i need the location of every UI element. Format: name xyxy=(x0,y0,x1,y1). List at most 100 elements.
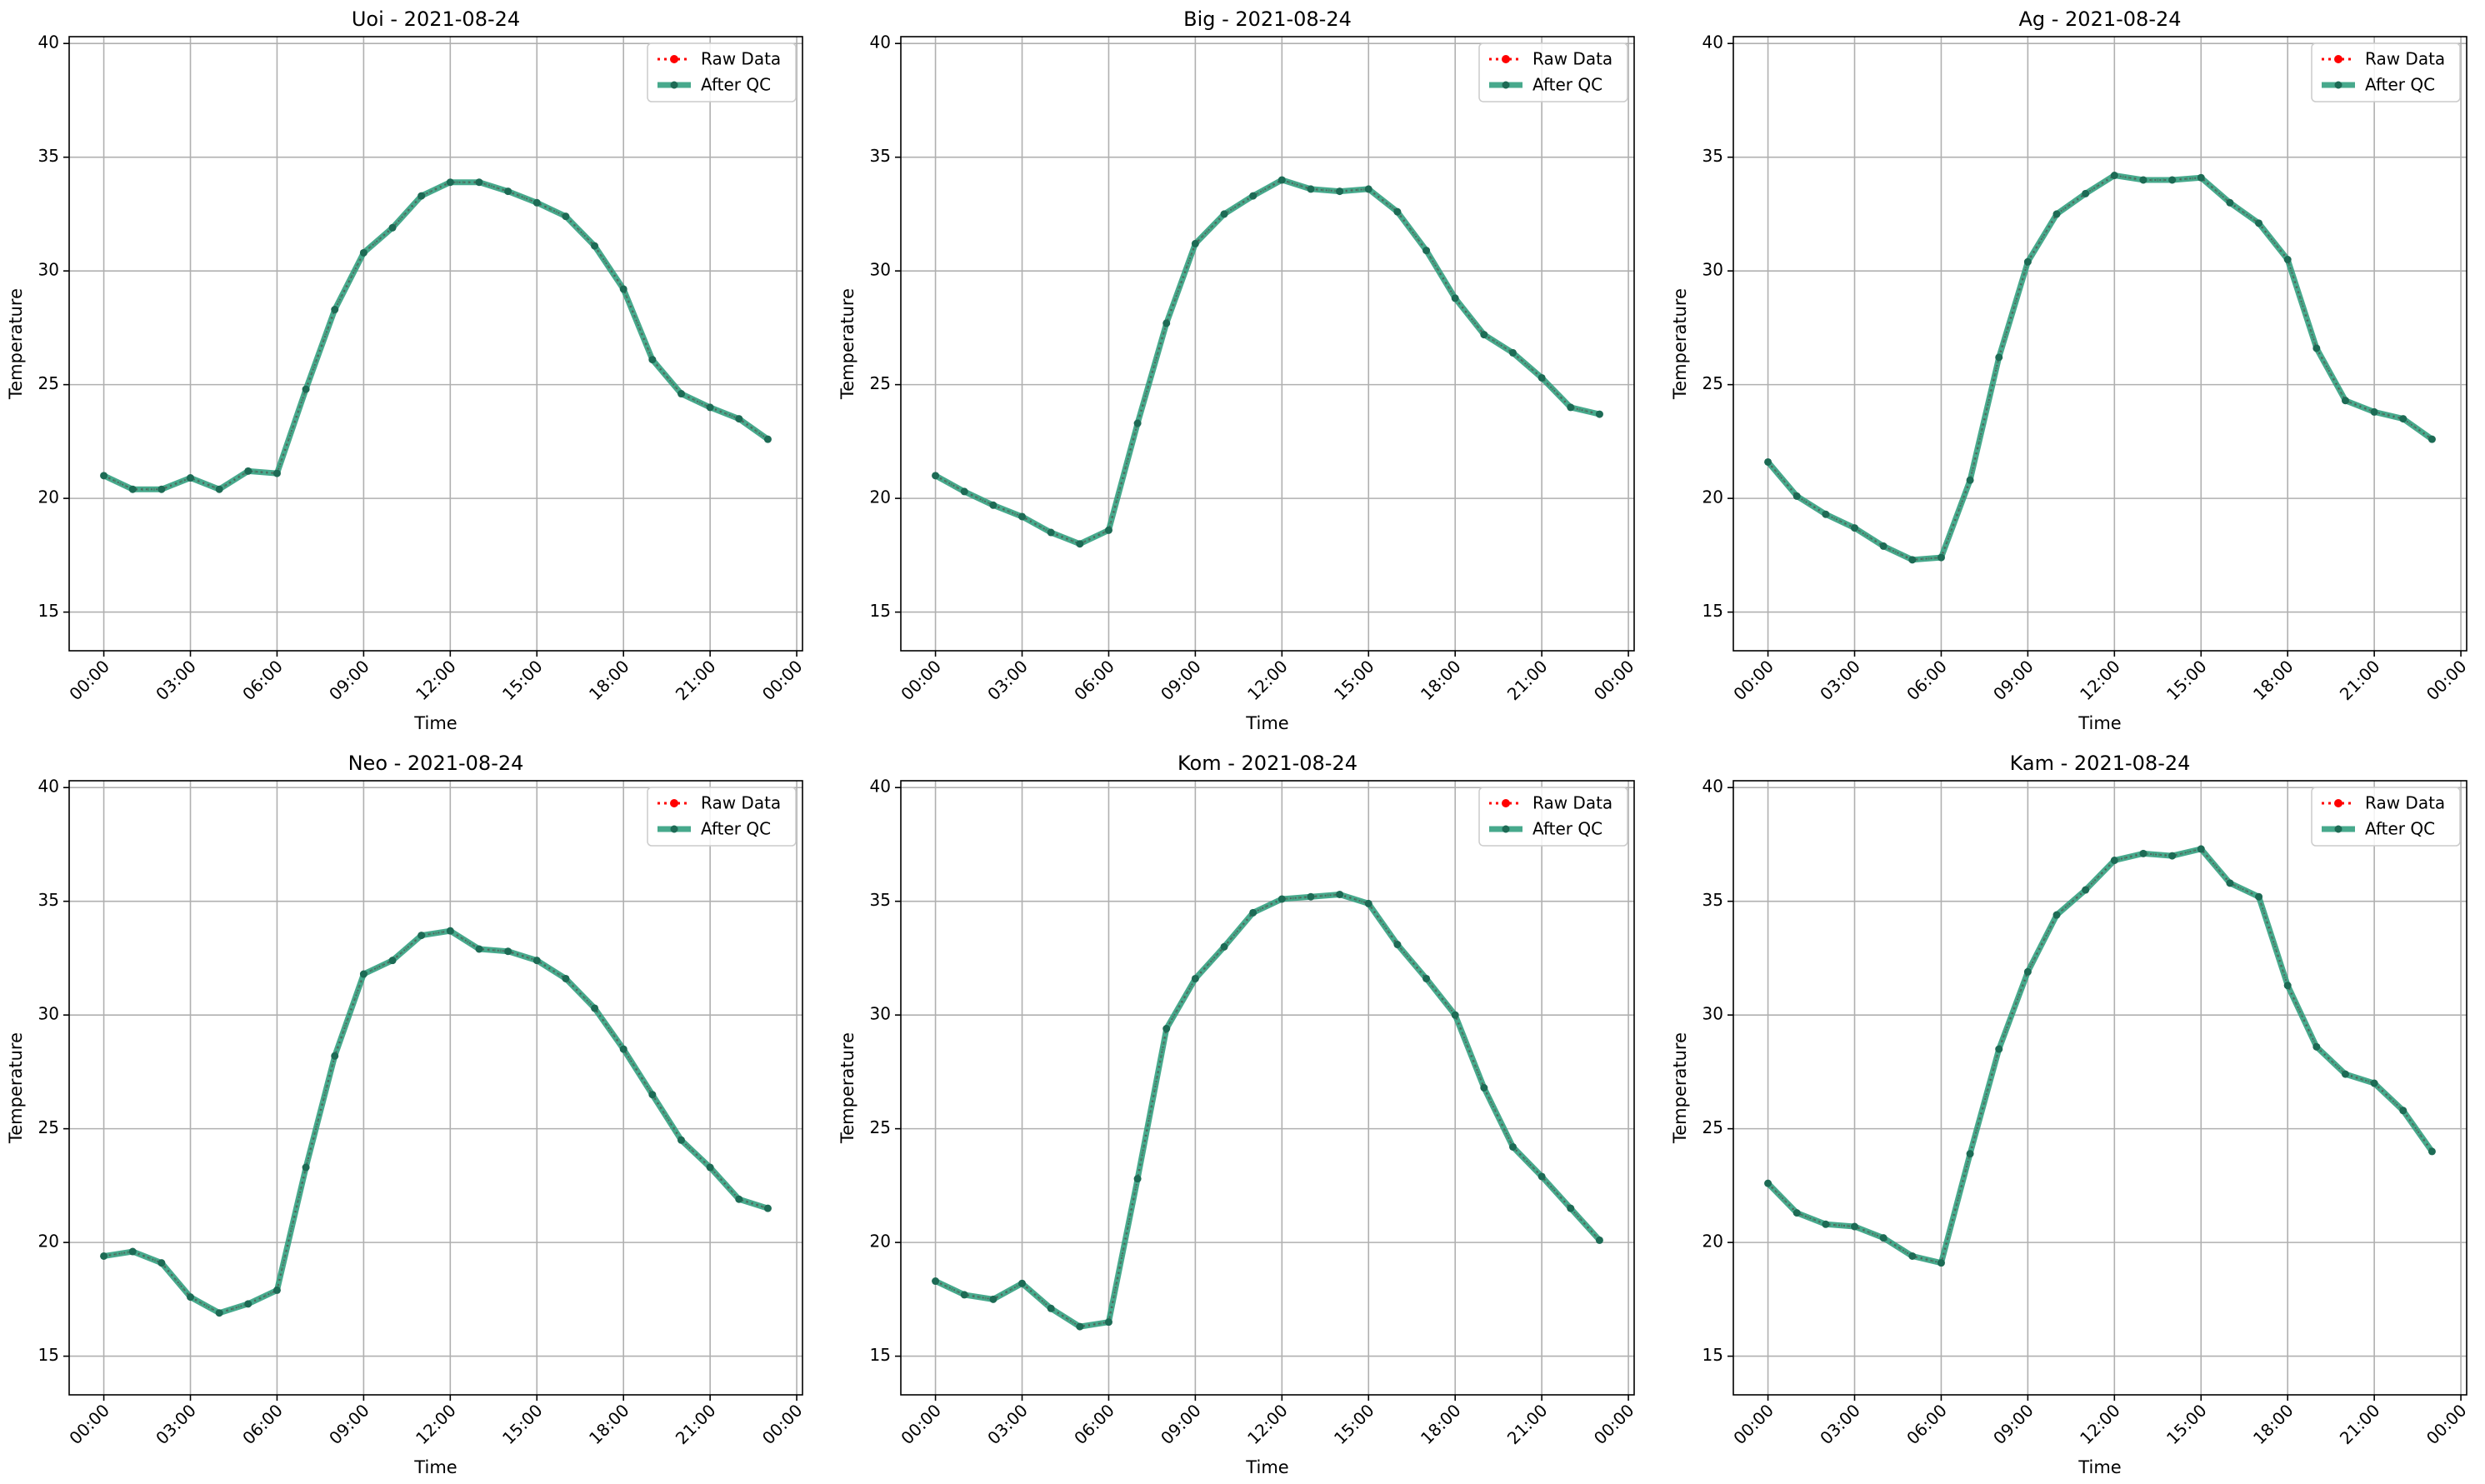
chart-panel: 00:00 03:00 06:00 09:00 12:00 15:00 18:00 21:00… xyxy=(1670,7,2470,733)
x-tick-label: 06:00 xyxy=(238,656,287,704)
data-point xyxy=(1851,524,1859,532)
x-tick-label: 12:00 xyxy=(2076,1400,2124,1448)
x-tick-label: 06:00 xyxy=(1902,1400,1951,1448)
y-tick-label: 20 xyxy=(38,487,59,507)
plot-area xyxy=(1732,780,2468,1396)
data-point xyxy=(2110,857,2118,865)
data-point xyxy=(1076,540,1084,548)
legend-label-raw: Raw Data xyxy=(1532,793,1612,813)
x-tick-label: 12:00 xyxy=(1243,1400,1292,1448)
data-point xyxy=(1104,1318,1112,1327)
data-point xyxy=(2312,344,2321,352)
legend-marker-qc xyxy=(1502,825,1510,833)
data-point xyxy=(1278,895,1286,903)
y-tick-label: 20 xyxy=(1702,487,1723,507)
series-line-after-qc xyxy=(102,179,770,492)
series-line-raw-data xyxy=(1767,847,2433,1265)
data-point xyxy=(1851,1222,1859,1231)
data-point xyxy=(2283,982,2292,990)
data-point xyxy=(2255,219,2263,227)
data-point xyxy=(1792,1209,1801,1217)
data-point xyxy=(1220,942,1228,951)
x-tick-label: 00:00 xyxy=(1729,1400,1778,1448)
chart-panel: 00:00 03:00 06:00 09:00 12:00 15:00 18:00 21:00… xyxy=(6,752,806,1477)
series-line-after-qc xyxy=(1766,846,2435,1267)
y-tick-label: 30 xyxy=(1702,1004,1723,1024)
data-point xyxy=(619,1045,628,1053)
data-point xyxy=(2110,172,2118,180)
data-point xyxy=(2370,407,2378,416)
x-tick-label: 00:00 xyxy=(2422,1400,2471,1448)
data-point xyxy=(532,198,541,207)
legend-marker-qc xyxy=(2334,825,2342,833)
x-axis-label: Time xyxy=(2078,713,2121,733)
y-tick-label: 20 xyxy=(870,487,891,507)
data-point xyxy=(960,1291,968,1299)
x-tick-label: 00:00 xyxy=(758,656,807,704)
y-axis-label: Temperature xyxy=(1670,1032,1690,1144)
x-tick-label: 00:00 xyxy=(1590,1400,1638,1448)
data-point xyxy=(1822,510,1830,518)
data-point xyxy=(1278,176,1286,184)
data-point xyxy=(1364,899,1372,907)
series-line-raw-data xyxy=(934,178,1600,546)
x-tick-label: 21:00 xyxy=(1503,656,1552,704)
legend: Raw Data After QC xyxy=(647,42,797,102)
y-axis-label: Temperature xyxy=(6,288,26,400)
data-point xyxy=(2052,911,2061,919)
series-line-raw-overlay xyxy=(1767,174,2433,561)
data-point xyxy=(1508,348,1517,357)
legend-label-raw: Raw Data xyxy=(1532,49,1612,69)
data-point xyxy=(960,487,968,496)
data-point xyxy=(1364,185,1372,193)
data-point xyxy=(215,485,223,493)
data-point xyxy=(1336,187,1344,196)
data-point xyxy=(475,178,483,187)
y-tick-label: 15 xyxy=(38,1345,59,1365)
series-line-raw-overlay xyxy=(103,181,769,491)
data-point xyxy=(2399,415,2408,423)
x-tick-label: 15:00 xyxy=(2162,1400,2211,1448)
y-tick-label: 30 xyxy=(870,260,891,280)
data-point xyxy=(989,501,998,509)
data-point xyxy=(1966,476,1974,484)
y-tick-label: 25 xyxy=(870,373,891,393)
x-tick-label: 09:00 xyxy=(325,1400,373,1448)
data-point xyxy=(2399,1107,2408,1115)
data-point xyxy=(2370,1079,2378,1087)
chart-title: Big - 2021-08-24 xyxy=(1183,7,1352,31)
series-line-after-qc xyxy=(933,177,1601,547)
data-point xyxy=(2168,852,2177,860)
data-point xyxy=(1937,553,1945,562)
x-tick-label: 15:00 xyxy=(498,656,547,704)
y-tick-label: 40 xyxy=(870,32,891,52)
data-point xyxy=(989,1295,998,1303)
legend-label-qc: After QC xyxy=(2365,819,2435,839)
data-point xyxy=(100,472,108,480)
data-point xyxy=(706,403,714,412)
data-point xyxy=(1191,974,1199,982)
data-point xyxy=(1018,512,1027,521)
series-line-raw-overlay xyxy=(935,893,1601,1328)
series-line-raw-overlay xyxy=(935,178,1600,545)
data-point xyxy=(475,945,483,953)
x-tick-label: 00:00 xyxy=(2422,656,2471,704)
x-tick-label: 03:00 xyxy=(983,656,1032,704)
x-tick-label: 18:00 xyxy=(2249,1400,2298,1448)
data-point xyxy=(735,1195,743,1203)
x-tick-label: 03:00 xyxy=(1816,1400,1864,1448)
y-tick-label: 40 xyxy=(38,32,59,52)
x-tick-label: 15:00 xyxy=(498,1400,547,1448)
data-point xyxy=(1307,892,1315,901)
y-axis-label: Temperature xyxy=(6,1032,26,1144)
data-point xyxy=(2082,886,2090,894)
x-tick-label: 00:00 xyxy=(897,1400,945,1448)
data-point xyxy=(215,1309,223,1317)
x-tick-label: 15:00 xyxy=(1330,656,1378,704)
x-axis-label: Time xyxy=(413,713,457,733)
data-point xyxy=(2139,176,2148,184)
data-point xyxy=(562,974,570,982)
data-point xyxy=(331,1052,339,1060)
data-point xyxy=(2052,210,2061,218)
legend: Raw Data After QC xyxy=(1478,787,1628,847)
